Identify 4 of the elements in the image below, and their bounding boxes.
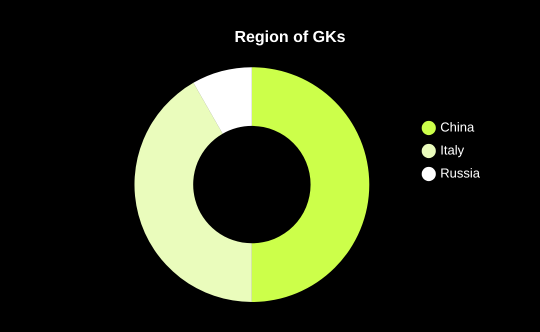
legend-label: China [440,120,475,135]
legend-label: Italy [440,142,465,158]
legend-label: Russia [440,166,481,181]
chart-title: Region of GKs [234,29,346,46]
